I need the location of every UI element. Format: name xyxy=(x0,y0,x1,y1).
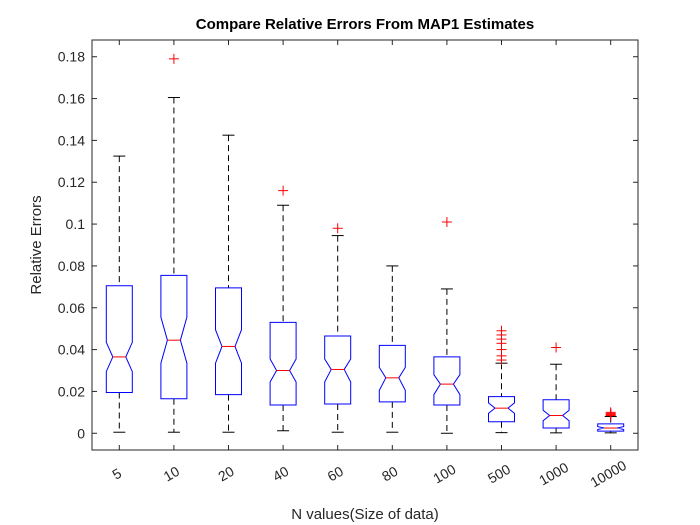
notched-box xyxy=(324,335,352,405)
x-tick-label: 80 xyxy=(379,463,401,485)
box-group xyxy=(105,155,133,433)
y-tick-label: 0.04 xyxy=(58,342,85,358)
box-group xyxy=(378,265,406,433)
x-axis-label: N values(Size of data) xyxy=(291,506,439,523)
y-tick-label: 0.06 xyxy=(58,300,85,316)
notched-box xyxy=(597,423,625,432)
x-tick-label: 500 xyxy=(485,461,513,487)
box-group xyxy=(542,342,570,434)
box-group xyxy=(433,216,461,434)
box-group xyxy=(597,407,625,434)
x-tick-label: 10000 xyxy=(587,457,629,490)
y-tick-label: 0.02 xyxy=(58,383,85,399)
notched-box xyxy=(378,344,406,403)
boxes-layer xyxy=(105,53,625,434)
notched-box xyxy=(542,399,570,429)
x-tick-label: 60 xyxy=(324,463,346,485)
outlier-marker xyxy=(332,223,343,234)
box-group xyxy=(324,223,352,433)
plot-frame xyxy=(91,39,639,451)
x-tick-label: 5 xyxy=(109,465,124,483)
y-tick-label: 0.1 xyxy=(66,216,86,232)
chart-title: Compare Relative Errors From MAP1 Estima… xyxy=(196,16,534,33)
x-tick-label: 100 xyxy=(430,461,458,487)
box-group xyxy=(488,325,515,434)
outlier-marker xyxy=(551,342,562,353)
notched-box xyxy=(160,274,188,400)
outlier-marker xyxy=(441,216,452,227)
box-group xyxy=(269,185,297,432)
notched-box xyxy=(488,396,515,423)
x-tick-label: 10 xyxy=(161,463,183,485)
x-tick-label: 1000 xyxy=(536,459,571,489)
x-tick-label: 40 xyxy=(270,463,292,485)
notched-box xyxy=(105,285,133,393)
y-axis: 0 0.02 0.04 0.06 0.08 0.1 0.12 0.14 0.16 0.18 xyxy=(58,49,638,441)
outlier-marker xyxy=(496,325,507,336)
y-tick-label: 0 xyxy=(77,425,85,441)
notched-box xyxy=(215,287,242,396)
y-tick-label: 0.12 xyxy=(58,174,85,190)
plot-area xyxy=(92,40,638,450)
y-tick-label: 0.14 xyxy=(58,132,85,148)
notched-box xyxy=(433,356,461,406)
y-tick-label: 0.18 xyxy=(58,49,85,65)
box-group xyxy=(160,53,188,433)
x-tick-label: 20 xyxy=(215,463,237,485)
y-axis-label: Relative Errors xyxy=(28,195,45,294)
outlier-marker xyxy=(278,185,289,196)
outlier-marker xyxy=(168,53,179,64)
box-group xyxy=(215,134,242,433)
notched-box xyxy=(269,321,297,406)
outlier-marker xyxy=(605,407,616,418)
y-tick-label: 0.08 xyxy=(58,258,85,274)
y-tick-label: 0.16 xyxy=(58,91,85,107)
